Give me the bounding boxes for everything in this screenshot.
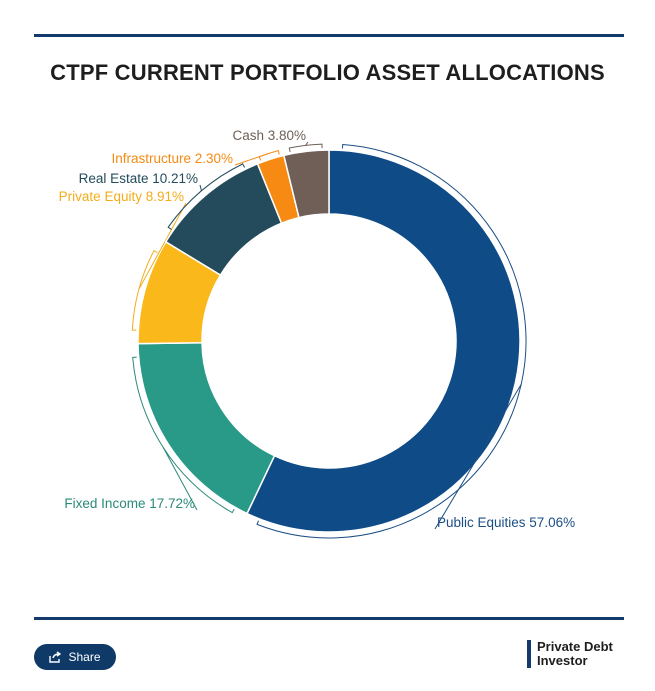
brand-line2: Investor bbox=[537, 653, 588, 668]
slice-public-equities[interactable] bbox=[246, 149, 521, 533]
slice-fixed-income[interactable] bbox=[137, 341, 276, 515]
label-public-equities: Public Equities 57.06% bbox=[437, 515, 575, 530]
share-icon bbox=[49, 651, 62, 663]
leader-line-fixed-income bbox=[162, 447, 198, 511]
bracket-fixed-income bbox=[132, 356, 235, 514]
leader-line-infrastructure bbox=[234, 152, 269, 166]
bracket-private-equity bbox=[131, 250, 158, 331]
donut-chart: Public Equities 57.06% Fixed Income 17.72… bbox=[59, 128, 575, 539]
brand-logo: Private Debt Investor bbox=[527, 640, 613, 668]
label-private-equity: Private Equity 8.91% bbox=[59, 189, 184, 204]
share-button[interactable]: Share bbox=[34, 644, 116, 670]
label-real-estate: Real Estate 10.21% bbox=[79, 171, 198, 186]
label-fixed-income: Fixed Income 17.72% bbox=[64, 496, 195, 511]
brand-line1: Private Debt bbox=[537, 639, 613, 654]
leader-line-public-equities bbox=[434, 384, 522, 530]
top-divider bbox=[34, 34, 624, 37]
bracket-real-estate bbox=[167, 163, 245, 230]
slice-cash[interactable] bbox=[282, 149, 330, 219]
bracket-cash bbox=[288, 143, 323, 153]
leader-line-real-estate bbox=[199, 184, 202, 191]
bottom-divider bbox=[34, 617, 624, 620]
brand-bar bbox=[527, 640, 531, 668]
label-infrastructure: Infrastructure 2.30% bbox=[111, 151, 233, 166]
share-label: Share bbox=[68, 650, 101, 664]
label-cash: Cash 3.80% bbox=[232, 128, 306, 143]
chart-title: CTPF CURRENT PORTFOLIO ASSET ALLOCATIONS bbox=[50, 60, 605, 85]
leader-line-private-equity bbox=[138, 202, 187, 290]
leader-line-cash bbox=[305, 141, 309, 146]
